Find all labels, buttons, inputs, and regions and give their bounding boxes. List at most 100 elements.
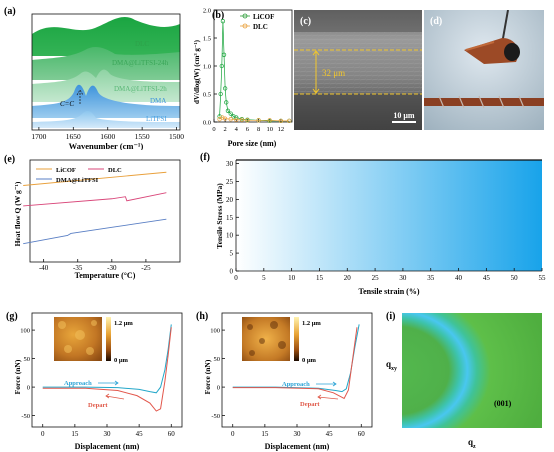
panel-b-ytick-label: 0.5 (203, 92, 211, 99)
point-licof (221, 52, 227, 57)
point-dlc (228, 117, 233, 122)
panel-a-ftir-chart: (a) DLC DMA@LiTFSI-24h DMA@LiTFSI-2h DMA… (4, 6, 184, 150)
point-dlc (245, 118, 250, 123)
curve-label-dlc: DLC (135, 40, 149, 48)
panel-f-xtick-label: 40 (455, 274, 463, 282)
axis-qz: qz (468, 437, 476, 450)
panel-e-ylabel: Heat flow Q (W g⁻¹) (13, 181, 22, 246)
legend-marker-dlc (242, 23, 248, 29)
thickness-label: 32 μm (322, 68, 345, 78)
panel-g-label: (g) (6, 311, 18, 322)
panel-h-xtick-label: 30 (294, 430, 302, 438)
panel-i-label: (i) (386, 311, 395, 322)
thickness-arrow-icon (312, 50, 320, 94)
panel-g-xtick-label: 15 (71, 430, 79, 438)
panel-b-xtick-label: 6 (246, 126, 250, 133)
panel-f-xtick-label: 25 (372, 274, 380, 282)
panel-b-xtick-label: 12 (278, 126, 285, 133)
ftir-area-dma-litfsi-2h (32, 69, 180, 102)
panel-b-legend: LiCOF DLC (240, 13, 274, 31)
approach-arrow-icon-g (98, 380, 119, 386)
depart-label-g: Depart (88, 402, 108, 409)
ftir-area-dma-litfsi-24h (32, 47, 180, 80)
afm-texture-g (58, 320, 97, 355)
panel-e-xtick-label: -25 (141, 264, 151, 272)
panel-h-xtick-label: 45 (326, 430, 334, 438)
panel-e-xtick-label: -40 (39, 264, 49, 272)
approach-label-h: Approach (282, 381, 310, 388)
panel-f-ytick-label: 20 (226, 196, 234, 204)
panel-h-plot: 0 15 30 45 60 -50 0 50 100 (210, 324, 365, 438)
panel-f-ytick-label: 30 (226, 160, 234, 168)
panel-c-sem-image: (c) 32 μm 10 μm (294, 10, 422, 130)
panel-e-dsc-chart: (e) Heat flow Q (W g⁻¹) -40 -35 -30 -25 LiC… (4, 154, 181, 280)
panel-a-xtick-label: 1550 (135, 132, 150, 141)
panel-e-xlabel: Temperature (°C) (75, 271, 136, 280)
panel-e-plot: -40 -35 -30 -25 (23, 171, 167, 272)
scalebar-label: 10 μm (393, 111, 415, 120)
panel-f-xtick-label: 35 (427, 274, 435, 282)
panel-f-label: (f) (200, 152, 210, 163)
panel-d-photo: (d) (424, 10, 544, 130)
ftir-area-litfsi (32, 111, 180, 128)
panel-b-ytick-label: 1.5 (203, 36, 211, 43)
point-licof (222, 86, 228, 91)
panel-h-ytick-label: 100 (210, 328, 220, 335)
panel-h-ytick-label: 0 (217, 385, 220, 392)
panel-f-xtick-label: 50 (511, 274, 519, 282)
panel-g-xtick-label: 30 (104, 430, 112, 438)
panel-a-xtick-label: 1600 (100, 132, 115, 141)
legend-e-dma-litfsi: DMA@LiTFSI (56, 177, 99, 184)
peak-label: (001) (494, 399, 512, 408)
rod-stripes (438, 95, 525, 109)
point-dlc (256, 118, 261, 123)
panel-c-label: (c) (300, 16, 311, 27)
afm-scale-h (294, 317, 299, 361)
afm-scale-min-g: 0 μm (114, 357, 129, 364)
panel-g-force-chart: (g) Force (nN) 1.2 μm 0 μm 0 15 30 45 60-500… (6, 311, 183, 451)
approach-arrow-icon-h (316, 381, 337, 387)
point-licof (219, 63, 224, 69)
point-licof (234, 115, 239, 120)
cc-arrow-icon (76, 89, 84, 104)
panel-f-xtick-label: 10 (288, 274, 296, 282)
dsc-line-dlc (23, 192, 167, 207)
depart-arrow-icon-h (317, 394, 339, 400)
afm-texture-h (247, 321, 286, 356)
panel-f-ytick-label: 10 (226, 232, 234, 240)
panel-e-frame (29, 159, 181, 263)
panel-g-xtick-label: 45 (136, 430, 144, 438)
panel-g-xtick-label: 0 (41, 430, 45, 438)
point-licof (225, 108, 231, 113)
curve-label-dma-litfsi-24h: DMA@LiTFSI-24h (112, 59, 169, 67)
panel-b-ytick-label: 2.0 (203, 8, 211, 15)
panel-f-xlabel: Tensile strain (%) (358, 287, 419, 296)
panel-h-xtick-label: 15 (261, 430, 269, 438)
legend-dlc: DLC (253, 23, 268, 31)
panel-b-ytick-label: 0.0 (203, 120, 211, 127)
panel-h-ytick-label: -50 (211, 413, 220, 420)
point-dlc (267, 118, 272, 123)
panel-f-ytick-label: 0 (230, 268, 234, 276)
panel-f-ylabel: Tensile Stress (MPa) (215, 183, 224, 249)
point-licof (228, 111, 233, 116)
panel-a-label: (a) (4, 6, 16, 17)
panel-g-ytick-label: -50 (21, 413, 30, 420)
force-line-depart (232, 327, 358, 400)
afm-scale-max-h: 1.2 μm (302, 320, 321, 327)
series-line-licof (219, 21, 290, 122)
panel-g-plot: 0 15 30 45 60 -50 0 50 100 (20, 324, 175, 438)
panel-b-xtick-label: 8 (257, 126, 260, 133)
point-dlc (287, 118, 292, 124)
panel-f-xtick-label: 5 (262, 274, 266, 282)
panel-f-xtick-label: 30 (399, 274, 407, 282)
point-licof (220, 19, 226, 24)
panel-g-ytick-label: 0 (27, 385, 30, 392)
force-line-depart (42, 327, 172, 412)
panel-e-xtick-label: -35 (73, 264, 83, 272)
panel-a-xtick-label: 1650 (66, 132, 81, 141)
panel-g-xtick-label: 60 (168, 430, 176, 438)
panel-b-label: (b) (212, 10, 224, 21)
panel-b-xtick-label: 0 (212, 126, 215, 133)
approach-label-g: Approach (64, 380, 92, 387)
